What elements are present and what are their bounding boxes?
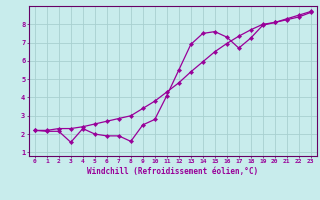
X-axis label: Windchill (Refroidissement éolien,°C): Windchill (Refroidissement éolien,°C): [87, 167, 258, 176]
